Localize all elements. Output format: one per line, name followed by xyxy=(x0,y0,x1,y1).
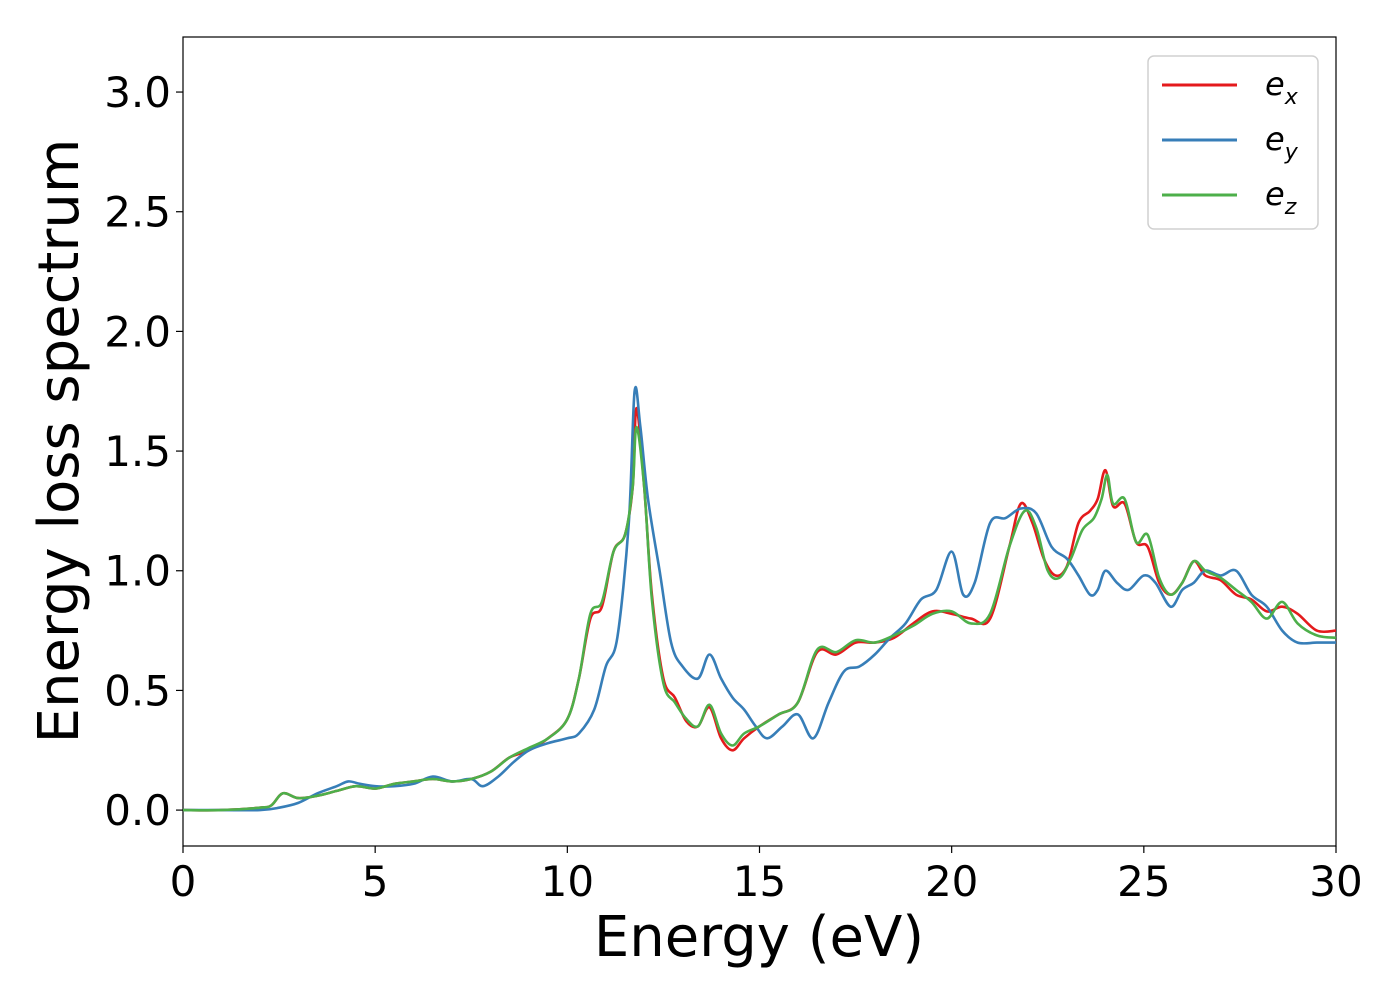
series-line-ex xyxy=(182,406,1337,812)
x-tick-label: 20 xyxy=(925,857,978,906)
x-tick-label: 5 xyxy=(362,857,389,906)
series-layer xyxy=(182,385,1337,812)
y-tick-label: 2.5 xyxy=(104,188,171,237)
y-tick-label: 1.0 xyxy=(104,547,171,596)
y-tick-label: 0.5 xyxy=(104,666,171,715)
x-tick-label: 25 xyxy=(1117,857,1170,906)
legend-label-ez: ez xyxy=(1265,175,1297,220)
series-line-ey xyxy=(183,385,1336,812)
x-axis-ticks: 0 5 10 15 20 25 30 xyxy=(170,846,1363,906)
x-axis-label: Energy (eV) xyxy=(594,905,924,970)
y-tick-label: 0.0 xyxy=(104,786,171,835)
x-tick-label: 0 xyxy=(170,857,197,906)
legend: ex ey ez xyxy=(1147,55,1319,230)
legend-label-ex: ex xyxy=(1265,65,1299,110)
y-axis-label: Energy loss spectrum xyxy=(27,139,92,744)
legend-box xyxy=(1147,55,1319,230)
series-line-ez xyxy=(182,425,1337,812)
x-tick-label: 10 xyxy=(541,857,594,906)
y-tick-label: 2.0 xyxy=(104,307,171,356)
y-tick-label: 3.0 xyxy=(104,68,171,117)
x-tick-label: 30 xyxy=(1309,857,1362,906)
y-axis-ticks: 0.0 0.5 1.0 1.5 2.0 2.5 3.0 xyxy=(104,68,183,835)
legend-label-ey: ey xyxy=(1265,120,1299,165)
y-tick-label: 1.5 xyxy=(104,427,171,476)
x-tick-label: 15 xyxy=(733,857,786,906)
